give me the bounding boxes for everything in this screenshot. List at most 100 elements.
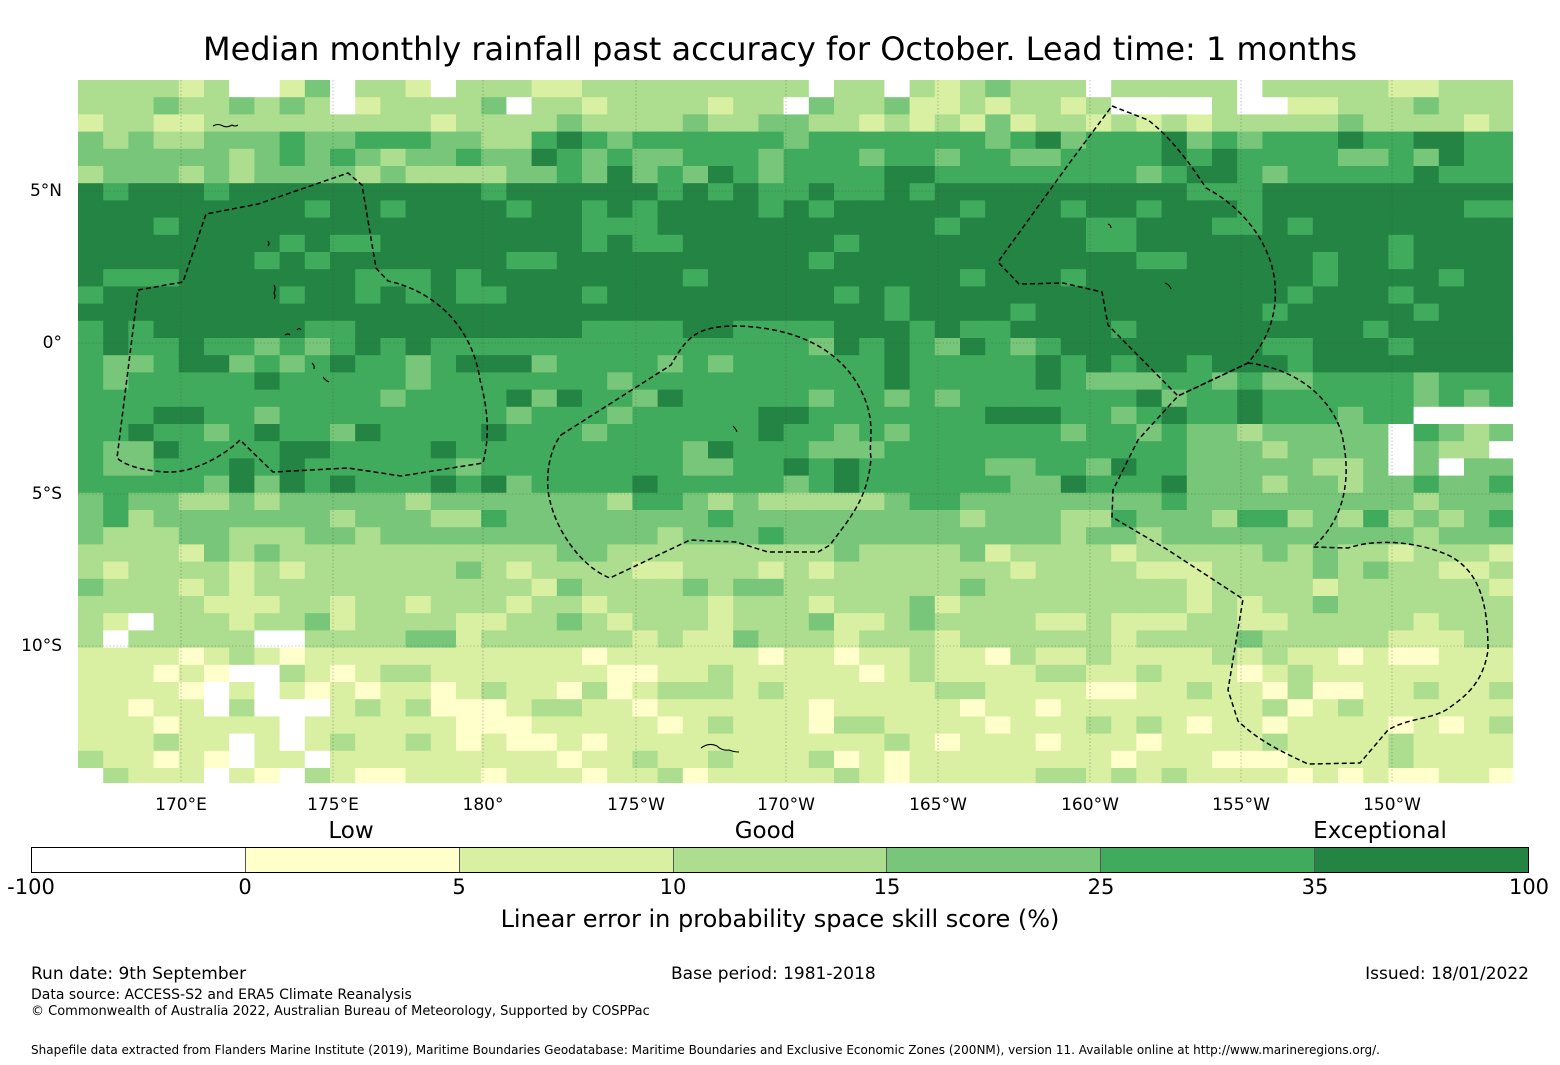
grid-cell [1237, 97, 1263, 115]
grid-cell [204, 682, 230, 700]
grid-cell [304, 252, 331, 270]
grid-cell [758, 97, 785, 115]
grid-cell [481, 97, 507, 115]
skill-heading-good: Good [734, 818, 796, 844]
grid-cell [1086, 372, 1112, 391]
grid-cell [128, 286, 155, 305]
grid-cell [909, 406, 936, 425]
grid-cell [1312, 664, 1339, 683]
grid-cell [783, 286, 810, 305]
grid-cell [708, 131, 734, 150]
grid-cell [758, 338, 785, 356]
grid-cell [607, 355, 633, 373]
grid-cell [1363, 114, 1389, 133]
grid-cell [430, 768, 457, 783]
grid-cell [556, 699, 583, 717]
grid-cell [708, 561, 734, 580]
grid-cell [304, 664, 331, 683]
grid-cell [355, 510, 381, 528]
grid-cell [254, 286, 281, 305]
grid-cell [1464, 716, 1490, 735]
grid-cell [430, 750, 457, 769]
grid-cell [153, 114, 180, 133]
grid-cell [178, 630, 205, 649]
grid-cell [1413, 406, 1440, 425]
grid-cell [758, 682, 785, 700]
grid-cell [1086, 527, 1112, 545]
grid-cell [330, 733, 356, 752]
grid-cell [330, 682, 356, 700]
grid-cell [808, 492, 835, 511]
grid-cell [632, 355, 659, 373]
grid-cell [1388, 166, 1415, 184]
grid-cell [355, 114, 381, 133]
grid-cell [1035, 630, 1062, 649]
grid-cell [1464, 200, 1490, 219]
grid-cell [1287, 234, 1314, 253]
grid-cell [1489, 252, 1513, 270]
grid-cell [1161, 320, 1188, 339]
grid-cell [1388, 131, 1415, 150]
grid-cell [1438, 286, 1465, 305]
grid-cell [1388, 716, 1415, 735]
grid-cell [1312, 200, 1339, 219]
grid-cell [1262, 166, 1289, 184]
grid-cell [556, 613, 583, 631]
grid-cell [657, 148, 684, 167]
grid-cell [1489, 750, 1513, 769]
grid-cell [1363, 750, 1389, 769]
grid-cell [1111, 320, 1137, 339]
grid-cell [128, 252, 155, 270]
grid-cell [330, 630, 356, 649]
grid-cell [506, 647, 533, 666]
grid-cell [481, 733, 507, 752]
grid-cell [405, 269, 432, 287]
grid-cell [1363, 303, 1389, 322]
grid-cell [279, 596, 306, 614]
grid-cell [128, 664, 155, 683]
grid-cell [355, 217, 381, 236]
grid-cell [481, 183, 507, 201]
grid-cell [1262, 303, 1289, 322]
grid-cell [834, 234, 860, 253]
grid-cell [1363, 97, 1389, 115]
grid-cell [506, 131, 533, 150]
grid-cell [582, 372, 608, 391]
grid-cell [884, 458, 911, 477]
grid-cell [733, 424, 759, 442]
grid-cell [783, 234, 810, 253]
grid-cell [1312, 148, 1339, 167]
grid-cell [1262, 733, 1289, 752]
grid-cell [1136, 217, 1163, 236]
grid-cell [1186, 733, 1213, 752]
grid-cell [708, 458, 734, 477]
grid-cell [1363, 200, 1389, 219]
grid-cell [1363, 596, 1389, 614]
grid-cell [985, 80, 1011, 98]
grid-cell [405, 613, 432, 631]
grid-cell [556, 750, 583, 769]
grid-cell [481, 699, 507, 717]
grid-cell [808, 183, 835, 201]
grid-cell [1010, 424, 1037, 442]
grid-cell [279, 475, 306, 494]
grid-cell [859, 406, 885, 425]
grid-cell [834, 148, 860, 167]
grid-cell [330, 131, 356, 150]
grid-cell [254, 338, 281, 356]
grid-cell [506, 372, 533, 391]
grid-cell [531, 200, 558, 219]
grid-cell [380, 613, 407, 631]
grid-cell [1413, 596, 1440, 614]
grid-cell [1363, 699, 1389, 717]
grid-cell [1237, 166, 1263, 184]
grid-cell [506, 510, 533, 528]
grid-cell [304, 647, 331, 666]
grid-cell [1136, 441, 1163, 459]
island-coastline [732, 425, 738, 433]
grid-cell [1312, 630, 1339, 649]
grid-cell [330, 441, 356, 459]
grid-cell [456, 389, 482, 408]
grid-cell [355, 269, 381, 287]
grid-cell [1136, 768, 1163, 783]
